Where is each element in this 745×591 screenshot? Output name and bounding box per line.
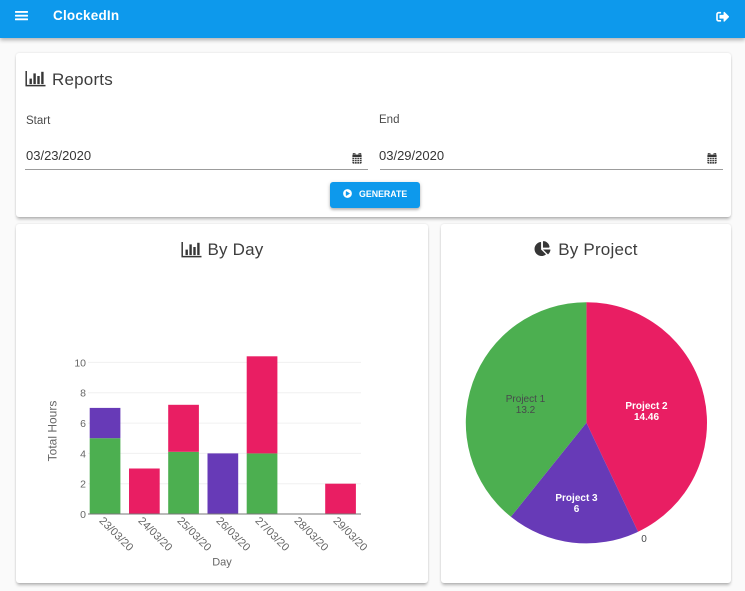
svg-text:13.2: 13.2 (516, 405, 536, 416)
svg-text:4: 4 (80, 448, 86, 460)
svg-text:14.46: 14.46 (634, 412, 659, 423)
svg-text:0: 0 (641, 534, 647, 545)
svg-text:Total Hours: Total Hours (46, 401, 60, 462)
svg-text:8: 8 (80, 388, 86, 400)
svg-text:Project 2: Project 2 (625, 401, 668, 412)
svg-text:6: 6 (80, 418, 86, 430)
svg-text:0: 0 (80, 509, 86, 521)
svg-text:Day: Day (212, 557, 232, 569)
svg-text:6: 6 (574, 504, 580, 515)
svg-text:Project 1: Project 1 (506, 394, 546, 405)
svg-text:Project 3: Project 3 (555, 493, 598, 504)
svg-text:2: 2 (80, 479, 86, 491)
svg-text:10: 10 (74, 357, 86, 369)
